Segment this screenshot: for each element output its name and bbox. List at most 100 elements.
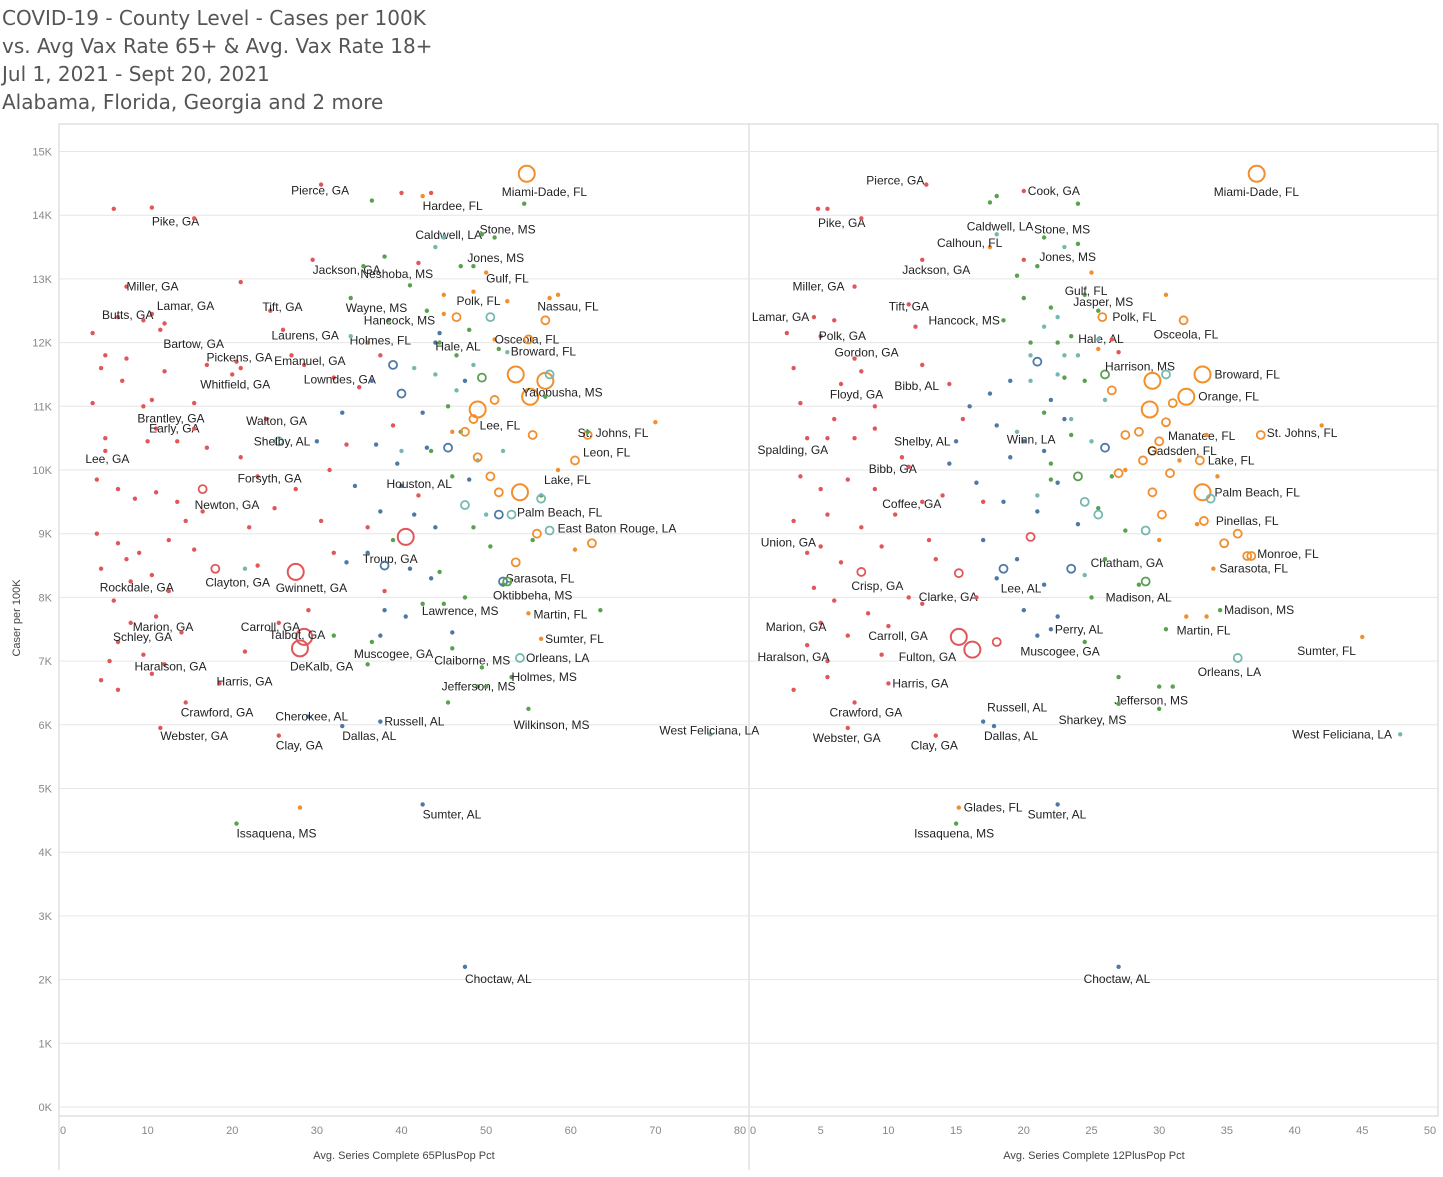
data-point xyxy=(132,496,138,501)
data-point xyxy=(505,349,510,355)
y-tick-label: 4K xyxy=(39,847,53,859)
data-point xyxy=(920,362,925,368)
data-point xyxy=(1242,551,1253,561)
data-point xyxy=(852,284,857,289)
y-tick-label: 14K xyxy=(32,210,52,222)
data-point xyxy=(369,378,375,384)
data-point xyxy=(791,518,796,524)
y-tick-label: 12K xyxy=(32,338,52,350)
data-point xyxy=(1021,257,1026,262)
data-point xyxy=(1140,400,1159,419)
data-point xyxy=(974,480,979,485)
data-point xyxy=(1048,305,1054,310)
point-label: Neshoba, MS xyxy=(360,267,433,281)
point-label: Pike, GA xyxy=(818,216,865,230)
data-point xyxy=(1247,164,1266,183)
data-point xyxy=(818,544,823,549)
point-label: Harris, GA xyxy=(892,676,948,690)
point-label: Lee, FL xyxy=(480,418,521,432)
data-point xyxy=(538,636,544,642)
data-point xyxy=(1055,802,1060,807)
point-label: Carroll, GA xyxy=(241,620,300,634)
data-point xyxy=(450,630,455,635)
data-point xyxy=(933,733,938,738)
data-point xyxy=(532,528,542,539)
data-point xyxy=(179,630,184,635)
data-point xyxy=(892,512,898,517)
data-point xyxy=(886,623,891,629)
data-point xyxy=(811,314,817,320)
data-point xyxy=(200,509,205,514)
data-point xyxy=(306,714,311,719)
data-point xyxy=(960,416,966,422)
data-point xyxy=(306,607,311,613)
data-point xyxy=(521,387,540,406)
data-point xyxy=(1001,318,1006,323)
data-point xyxy=(530,537,535,543)
data-point xyxy=(327,467,332,473)
data-point xyxy=(920,257,925,262)
data-point xyxy=(238,455,243,460)
data-point xyxy=(1075,201,1081,206)
data-point xyxy=(526,611,531,616)
point-label: Sumter, FL xyxy=(545,632,604,646)
data-point xyxy=(1062,375,1067,380)
data-point xyxy=(1165,468,1175,479)
point-label: Sumter, AL xyxy=(423,807,482,821)
data-point xyxy=(859,369,864,374)
data-point xyxy=(399,448,404,454)
point-label: Martin, FL xyxy=(533,607,587,621)
data-point xyxy=(1028,340,1033,345)
data-point xyxy=(825,512,830,517)
title-line-2: vs. Avg Vax Rate 65+ & Avg. Vax Rate 18+ xyxy=(2,34,433,58)
data-point xyxy=(183,518,188,524)
point-label: Miami-Dade, FL xyxy=(502,185,588,199)
point-label: Tift, GA xyxy=(889,299,929,313)
data-point xyxy=(1075,353,1081,358)
point-label: Crawford, GA xyxy=(181,706,254,720)
data-point xyxy=(103,435,108,441)
data-point xyxy=(191,216,197,221)
data-point xyxy=(540,315,551,326)
data-point xyxy=(416,260,421,266)
data-point xyxy=(825,674,830,680)
data-point xyxy=(420,802,425,807)
data-point xyxy=(872,426,878,431)
data-point xyxy=(103,353,108,358)
data-point xyxy=(451,312,462,323)
point-label: Broward, FL xyxy=(1215,367,1281,381)
data-point xyxy=(536,493,547,504)
point-label: Haralson, GA xyxy=(757,650,829,664)
data-point xyxy=(572,547,578,552)
point-label: Polk, FL xyxy=(1112,310,1156,324)
data-point xyxy=(980,537,986,543)
data-point xyxy=(462,964,468,970)
data-point xyxy=(301,362,307,368)
data-point xyxy=(365,525,370,530)
data-point xyxy=(443,442,453,453)
data-point xyxy=(1136,582,1142,587)
point-label: Gadsden, FL xyxy=(1147,444,1217,458)
data-point xyxy=(441,292,447,298)
data-point xyxy=(510,557,521,568)
point-label: Lake, FL xyxy=(544,473,591,487)
point-label: Tift, GA xyxy=(262,300,302,314)
data-point xyxy=(175,499,180,505)
data-point xyxy=(526,706,531,712)
point-label: Muscogee, GA xyxy=(354,647,433,661)
data-point xyxy=(149,572,155,578)
point-label: Talbot, GA xyxy=(269,628,325,642)
data-point xyxy=(865,611,871,616)
data-point xyxy=(1028,353,1033,358)
data-point xyxy=(1100,442,1110,453)
point-label: Polk, FL xyxy=(457,294,501,308)
data-point xyxy=(424,445,430,450)
data-point xyxy=(433,372,438,377)
point-label: Floyd, GA xyxy=(830,387,883,401)
point-label: Schley, GA xyxy=(113,630,172,644)
point-label: Claiborne, MS xyxy=(434,653,510,667)
point-label: Orleans, LA xyxy=(526,651,589,665)
data-point xyxy=(191,426,197,431)
data-point xyxy=(1319,423,1324,428)
data-point xyxy=(506,365,525,384)
